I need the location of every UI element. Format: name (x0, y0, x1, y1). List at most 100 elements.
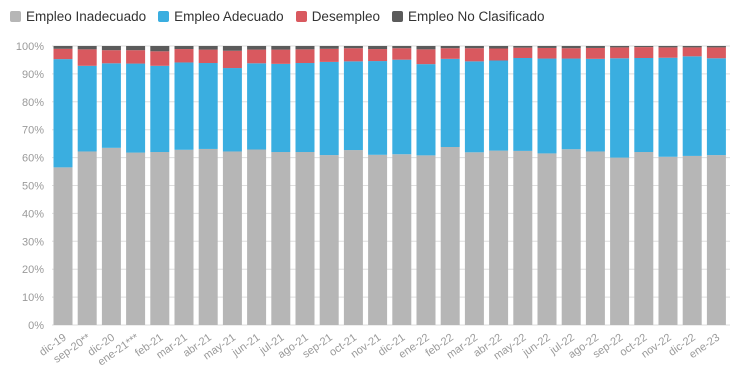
bar-segment (271, 46, 291, 50)
bar-segment (464, 46, 484, 49)
bar-segment (295, 46, 315, 50)
bar-segment (682, 47, 702, 57)
bar-segment (682, 155, 702, 325)
bar-segment (150, 65, 170, 153)
bar-segment (489, 60, 509, 151)
legend-swatch (158, 10, 170, 22)
bar-segment (271, 63, 291, 153)
bar-segment (610, 47, 630, 59)
bar-segment (53, 48, 73, 60)
bar-segment (101, 46, 121, 51)
legend-swatch (391, 10, 403, 22)
bar-segment (585, 47, 605, 59)
bar-segment (150, 46, 170, 52)
bar-segment (368, 46, 388, 50)
bar-segment (682, 46, 702, 48)
bar-segment (343, 61, 363, 151)
bar-segment (658, 156, 678, 325)
bar-segment (658, 46, 678, 48)
bar-segment (126, 46, 146, 51)
bar-segment (53, 59, 73, 168)
legend-swatch (295, 10, 307, 22)
y-tick-label: 50% (22, 181, 44, 193)
y-tick-label: 20% (22, 264, 44, 276)
y-tick-label: 30% (22, 236, 44, 248)
bar-segment (247, 49, 267, 64)
legend-label: Empleo Adecuado (174, 8, 284, 24)
chart-legend: Empleo Inadecuado Empleo Adecuado Desemple… (10, 6, 545, 26)
bar-segment (392, 59, 412, 155)
bar-segment (464, 61, 484, 153)
bar-segment (634, 57, 654, 153)
bar-segment (392, 48, 412, 60)
bar-segment (489, 46, 509, 49)
bar-segment (198, 49, 218, 64)
bar-segment (77, 49, 97, 66)
legend-label: Empleo Inadecuado (26, 8, 147, 24)
bar-segment (174, 46, 194, 50)
bar-segment (706, 47, 726, 59)
bar-segment (198, 63, 218, 149)
bar-segment (682, 56, 702, 156)
bar-segment (561, 48, 581, 59)
legend-item[interactable]: Empleo Adecuado (158, 9, 284, 24)
bar-segment (77, 151, 97, 325)
bar-segment (537, 153, 557, 325)
bar-segment (319, 61, 339, 156)
bar-segment (416, 46, 436, 50)
bar-segment (634, 46, 654, 48)
legend-item[interactable]: Empleo No Clasificado (391, 9, 545, 24)
bar-segment (247, 63, 267, 150)
legend-item[interactable]: Empleo Inadecuado (10, 9, 146, 24)
bar-segment (126, 152, 146, 325)
bar-segment (222, 50, 242, 69)
bar-segment (610, 58, 630, 158)
x-tick-label: jun-22 (520, 332, 553, 360)
bar-segment (319, 155, 339, 325)
legend-swatch (10, 10, 21, 22)
bar-segment (537, 46, 557, 48)
bar-segment (440, 146, 460, 325)
bar-segment (561, 149, 581, 325)
bar-segment (368, 154, 388, 325)
bar-segment (77, 65, 97, 152)
bar-segment (537, 47, 557, 59)
bar-segment (368, 61, 388, 155)
bar-segment (150, 152, 170, 325)
bar-segment (101, 63, 121, 148)
y-tick-label: 60% (22, 153, 44, 165)
bar-segment (126, 50, 146, 64)
y-tick-label: 10% (22, 292, 44, 304)
bar-segment (101, 147, 121, 325)
bar-segment (706, 58, 726, 156)
bar-segment (634, 47, 654, 58)
bar-segment (295, 152, 315, 325)
bar-segment (634, 152, 654, 325)
bar-segment (271, 49, 291, 64)
bar-segment (368, 49, 388, 62)
bar-segment (561, 46, 581, 49)
bar-segment (198, 46, 218, 50)
bar-segment (319, 46, 339, 49)
bar-segment (343, 150, 363, 325)
bar-segment (295, 63, 315, 153)
bar-segment (416, 49, 436, 65)
legend-item[interactable]: Desempleo (295, 8, 380, 24)
bar-segment (295, 49, 315, 64)
bar-segment (222, 68, 242, 152)
bar-segment (319, 48, 339, 62)
bar-segment (658, 57, 678, 157)
bar-segment (610, 157, 630, 325)
bar-segment (440, 58, 460, 147)
bar-segment (706, 155, 726, 325)
y-tick-label: 70% (22, 125, 44, 137)
bar-segment (706, 46, 726, 48)
bar-segment (343, 46, 363, 49)
bar-segment (464, 152, 484, 325)
y-tick-label: 40% (22, 208, 44, 220)
bar-segment (513, 150, 533, 325)
bar-segment (174, 149, 194, 325)
bar-segment (585, 151, 605, 325)
legend-label: Desempleo (311, 8, 380, 24)
y-tick-label: 80% (22, 97, 44, 109)
